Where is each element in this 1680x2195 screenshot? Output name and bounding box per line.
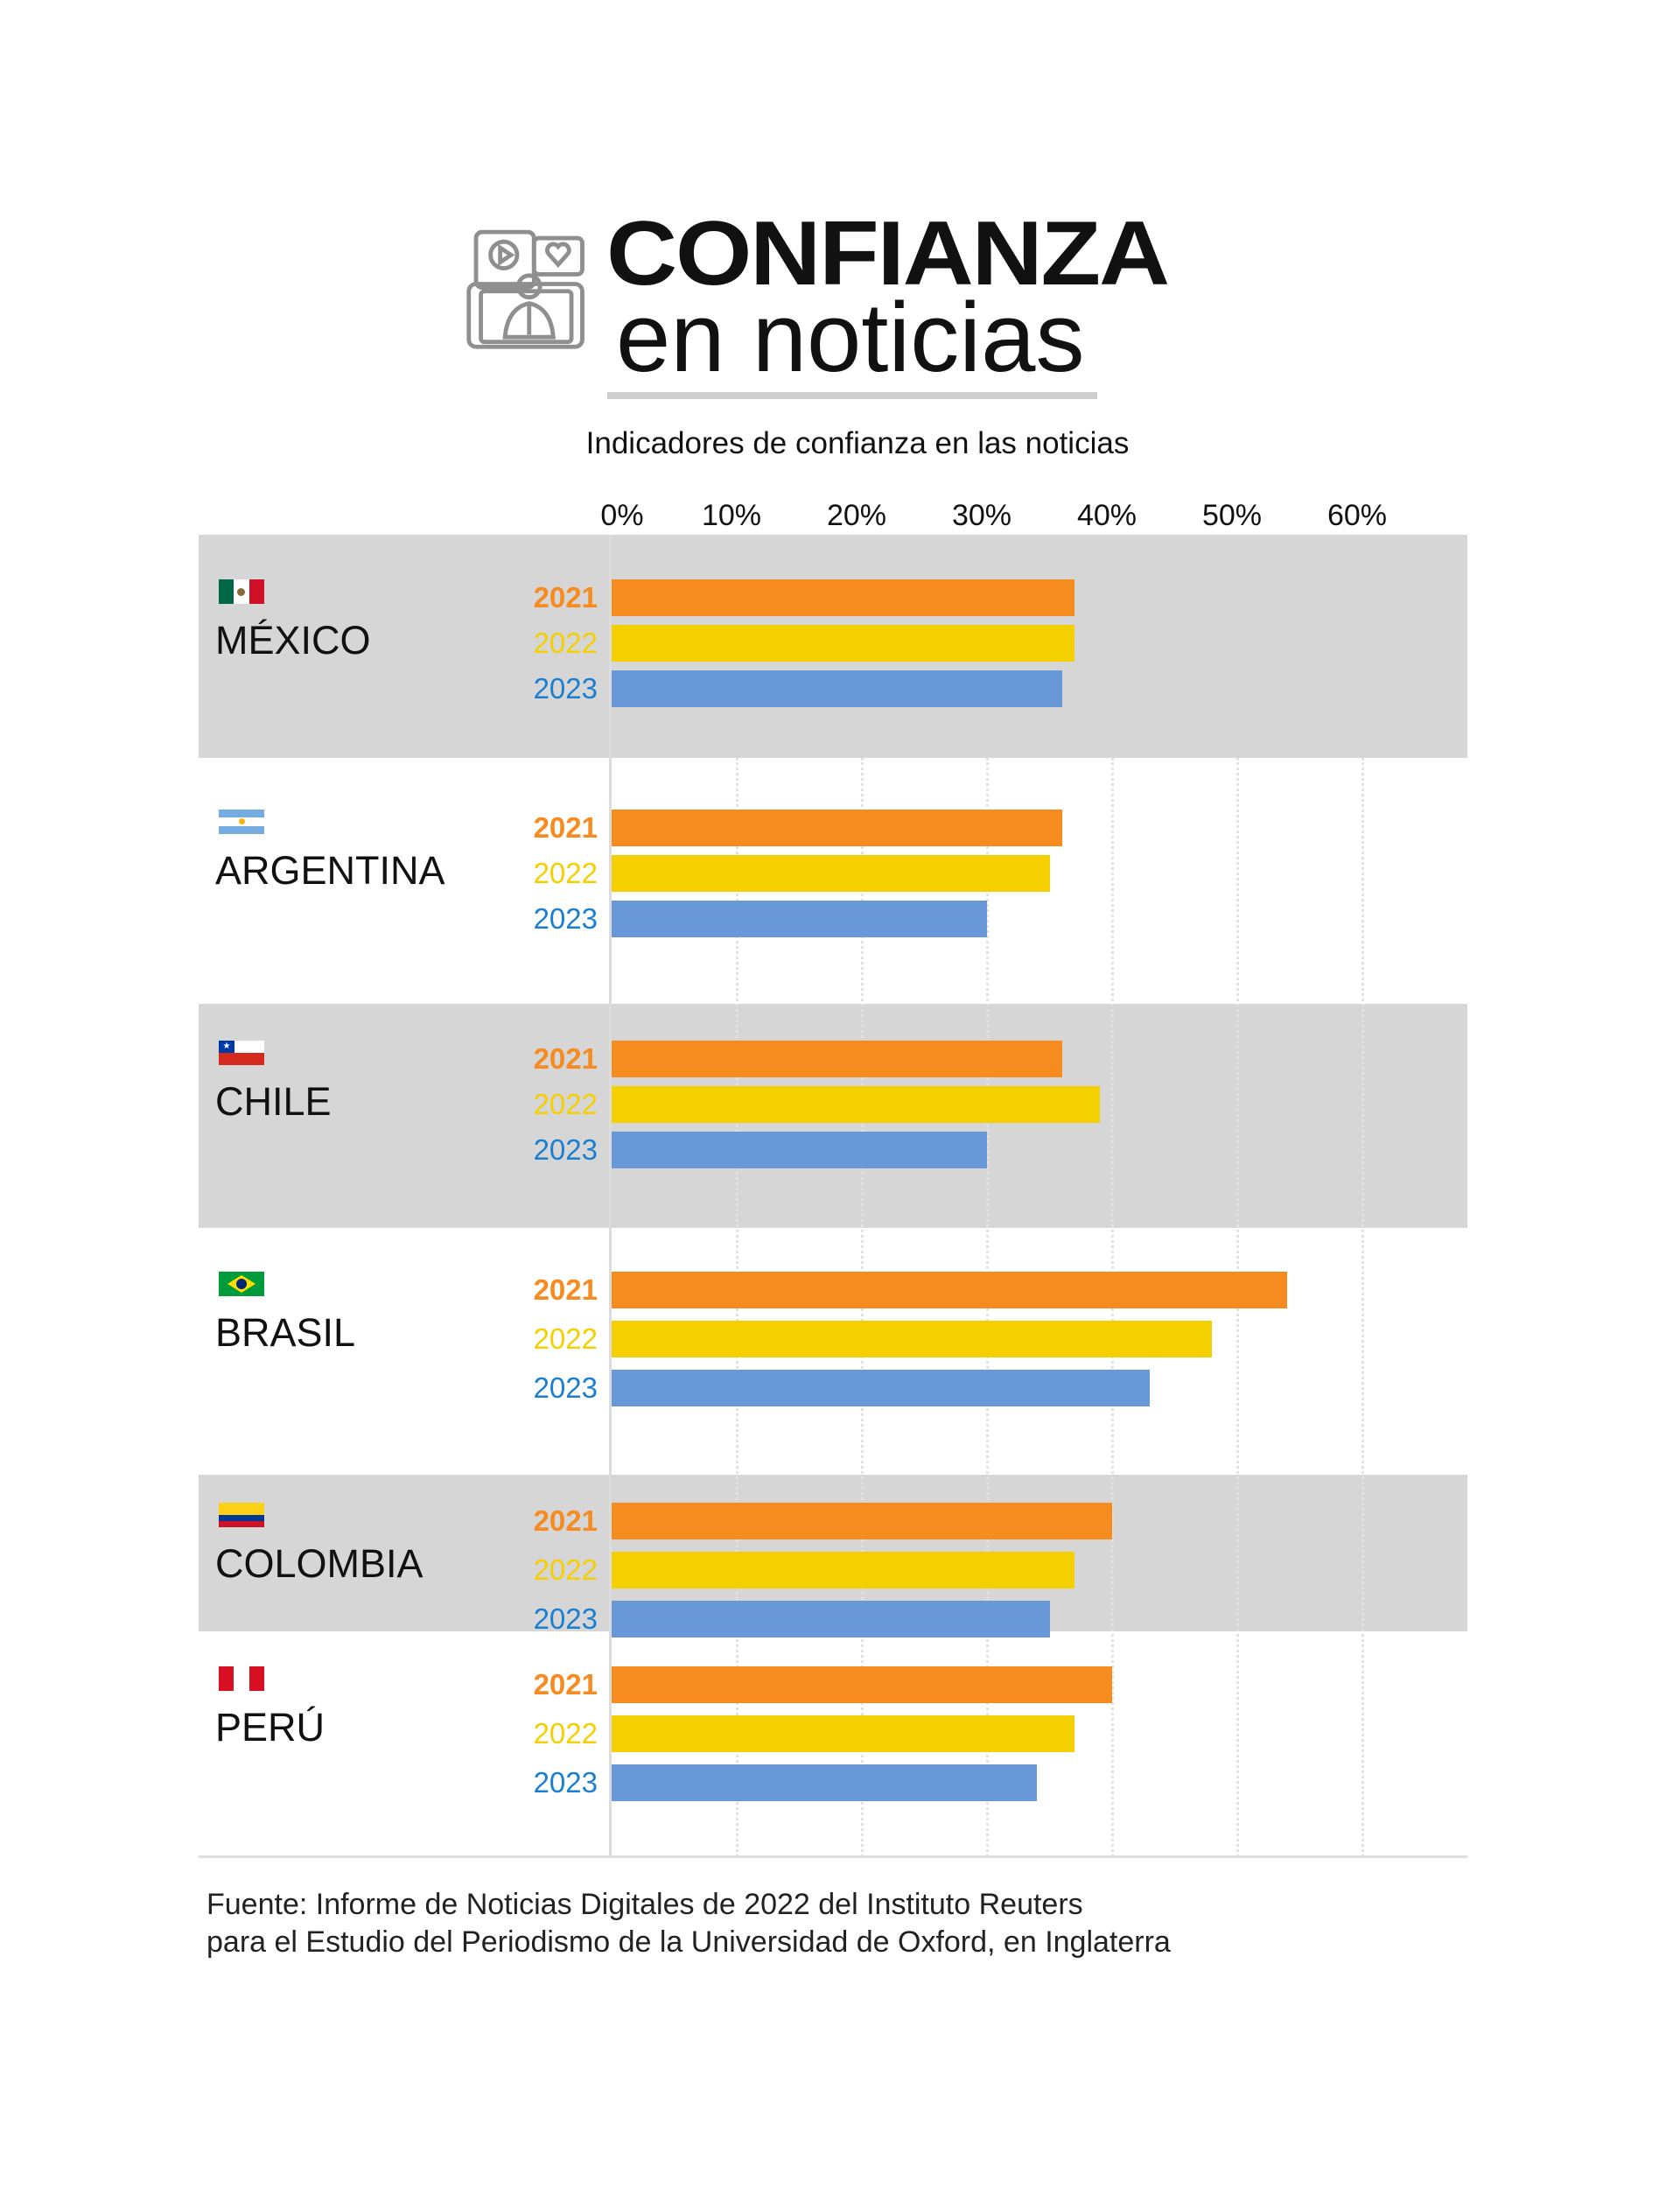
year-label: 2021 [533, 1504, 598, 1537]
year-label: 2021 [533, 811, 598, 844]
x-tick-label: 40% [1076, 499, 1138, 532]
flag-icon-3 [219, 1272, 264, 1296]
gridline [1362, 758, 1364, 1857]
bar-2023 [612, 1601, 1050, 1637]
zero-axis-line [609, 535, 612, 1857]
country-label: PERÚ [215, 1705, 326, 1750]
year-label: 2023 [533, 1766, 598, 1799]
bar-2023 [612, 1132, 987, 1168]
year-label: 2022 [533, 627, 598, 659]
year-label: 2021 [533, 1273, 598, 1306]
bar-2021 [612, 579, 1075, 616]
x-tick-label: 60% [1326, 499, 1388, 532]
year-label: 2023 [533, 1133, 598, 1166]
bar-2022 [612, 855, 1050, 892]
bar-2021 [612, 1503, 1112, 1539]
flag-icon-2: ★ [219, 1041, 264, 1065]
header-icon [466, 228, 587, 349]
bar-2023 [612, 1370, 1150, 1406]
title-line1: CONFIANZA [606, 203, 1170, 305]
bar-2022 [612, 625, 1075, 662]
year-label: 2021 [533, 581, 598, 614]
bar-2022 [612, 1552, 1075, 1588]
news-broadcast-icon [466, 229, 584, 349]
bar-2023 [612, 670, 1062, 707]
year-label: 2023 [533, 672, 598, 705]
x-tick-label: 10% [701, 499, 762, 532]
bar-2021 [612, 810, 1062, 846]
x-tick-label: 50% [1201, 499, 1263, 532]
country-label: COLOMBIA [215, 1541, 424, 1586]
bar-2021 [612, 1666, 1112, 1703]
country-label: MÉXICO [215, 618, 371, 663]
title-line2: en noticias [616, 283, 1085, 392]
flag-icon-5 [219, 1666, 264, 1691]
bar-2022 [612, 1715, 1075, 1752]
bar-2021 [612, 1272, 1288, 1308]
bar-2023 [612, 1764, 1038, 1801]
source-line2: para el Estudio del Periodismo de la Uni… [206, 1925, 1171, 1959]
flag-icon-1 [219, 810, 264, 834]
year-label: 2022 [533, 857, 598, 889]
country-label: ARGENTINA [215, 848, 445, 893]
year-label: 2022 [533, 1322, 598, 1355]
x-tick-label: 30% [951, 499, 1012, 532]
bottom-rule [199, 1855, 1467, 1858]
bar-2021 [612, 1041, 1062, 1077]
x-tick-label: 0% [600, 499, 644, 532]
x-tick-label: 20% [826, 499, 887, 532]
year-label: 2023 [533, 902, 598, 935]
bar-2022 [612, 1086, 1100, 1123]
source-line1: Fuente: Informe de Noticias Digitales de… [206, 1888, 1083, 1921]
chart-subtitle: Indicadores de confianza en las noticias [585, 426, 1130, 460]
country-label: BRASIL [215, 1310, 356, 1355]
year-label: 2023 [533, 1371, 598, 1404]
year-label: 2021 [533, 1042, 598, 1075]
year-label: 2022 [533, 1088, 598, 1120]
country-label: CHILE [215, 1079, 332, 1124]
bar-2022 [612, 1321, 1213, 1357]
year-label: 2021 [533, 1668, 598, 1701]
year-label: 2022 [533, 1717, 598, 1750]
year-label: 2023 [533, 1602, 598, 1635]
bar-2023 [612, 901, 987, 937]
flag-icon-4 [219, 1503, 264, 1527]
flag-icon-0 [219, 579, 264, 604]
year-label: 2022 [533, 1553, 598, 1586]
title-underline [607, 392, 1097, 399]
